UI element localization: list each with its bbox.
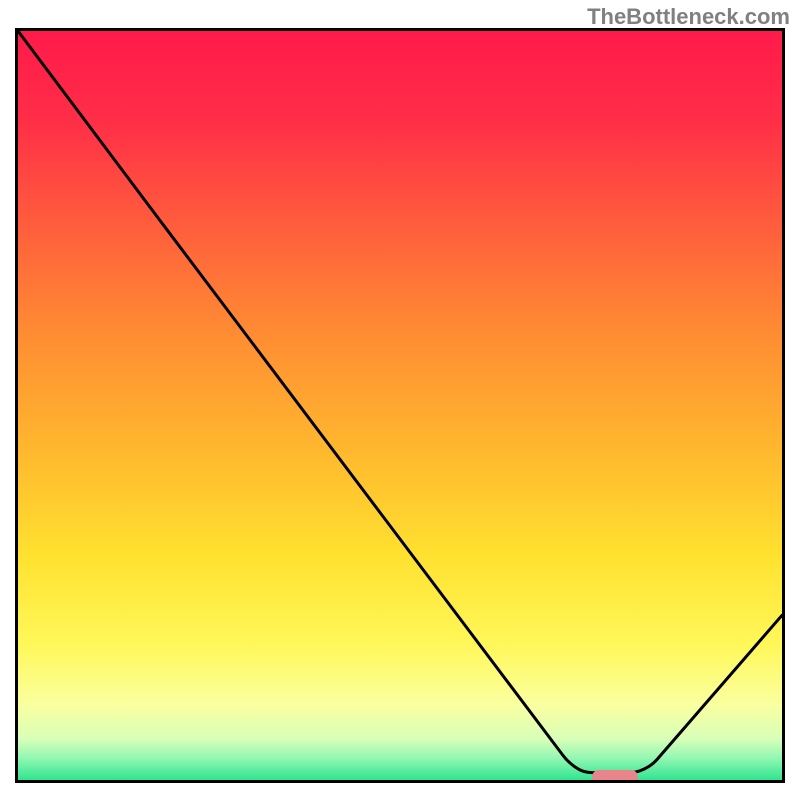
plot-area [15,28,785,783]
bottleneck-chart: TheBottleneck.com [0,0,800,800]
watermark-text: TheBottleneck.com [587,4,790,30]
bottleneck-curve [18,31,782,780]
optimal-marker [592,770,638,783]
